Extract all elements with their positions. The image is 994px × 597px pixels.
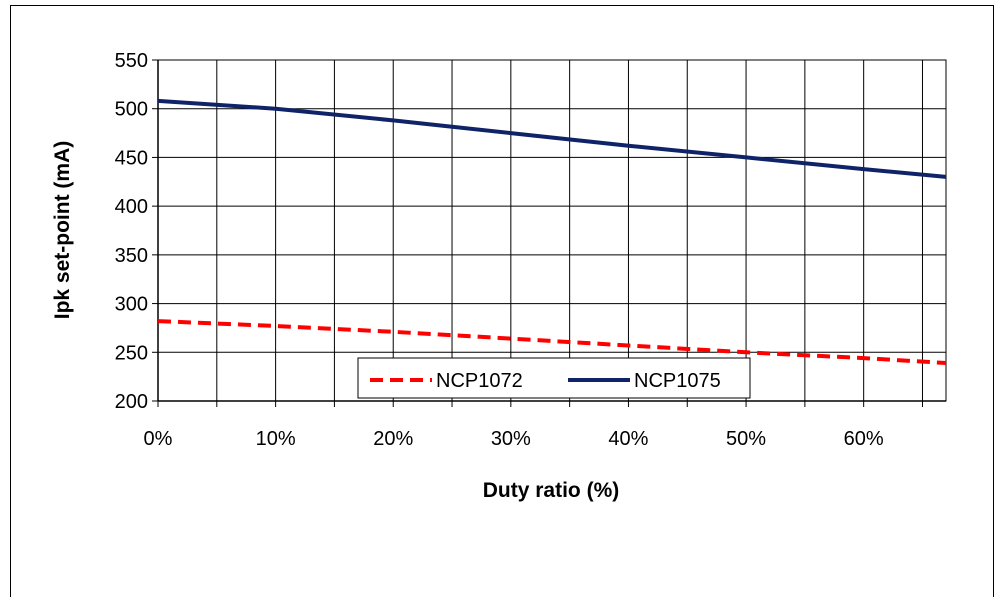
y-tick-label: 400 (115, 196, 148, 218)
x-tick-label: 60% (844, 428, 884, 450)
y-tick-label: 350 (115, 245, 148, 267)
y-tick-label: 500 (115, 99, 148, 121)
legend-label-ncp1075: NCP1075 (634, 370, 721, 392)
legend: NCP1072 NCP1075 (357, 357, 751, 399)
plot-area (157, 59, 947, 402)
x-axis-title: Duty ratio (%) (483, 479, 620, 502)
legend-label-ncp1072: NCP1072 (436, 370, 523, 392)
axes (152, 59, 946, 407)
series-line-ncp1075 (157, 98, 947, 179)
x-tick-label: 40% (608, 428, 648, 450)
series-line-ncp1072 (157, 319, 947, 365)
tick-labels: 200 250 300 350 400 450 500 550 0% 10% 20% 30% 40% 50… (115, 50, 884, 450)
x-tick-label: 20% (373, 428, 413, 450)
grid (157, 59, 947, 402)
x-tick-label: 50% (726, 428, 766, 450)
x-tick-label: 0% (144, 428, 173, 450)
series-lines (157, 98, 947, 365)
legend-box (357, 357, 751, 399)
x-tick-label: 10% (256, 428, 296, 450)
y-tick-label: 200 (115, 391, 148, 413)
x-tick-label: 30% (491, 428, 531, 450)
y-tick-label: 550 (115, 50, 148, 72)
y-tick-label: 450 (115, 147, 148, 169)
y-tick-label: 300 (115, 294, 148, 316)
y-tick-label: 250 (115, 342, 148, 364)
y-axis-title: Ipk set-point (mA) (51, 141, 74, 320)
